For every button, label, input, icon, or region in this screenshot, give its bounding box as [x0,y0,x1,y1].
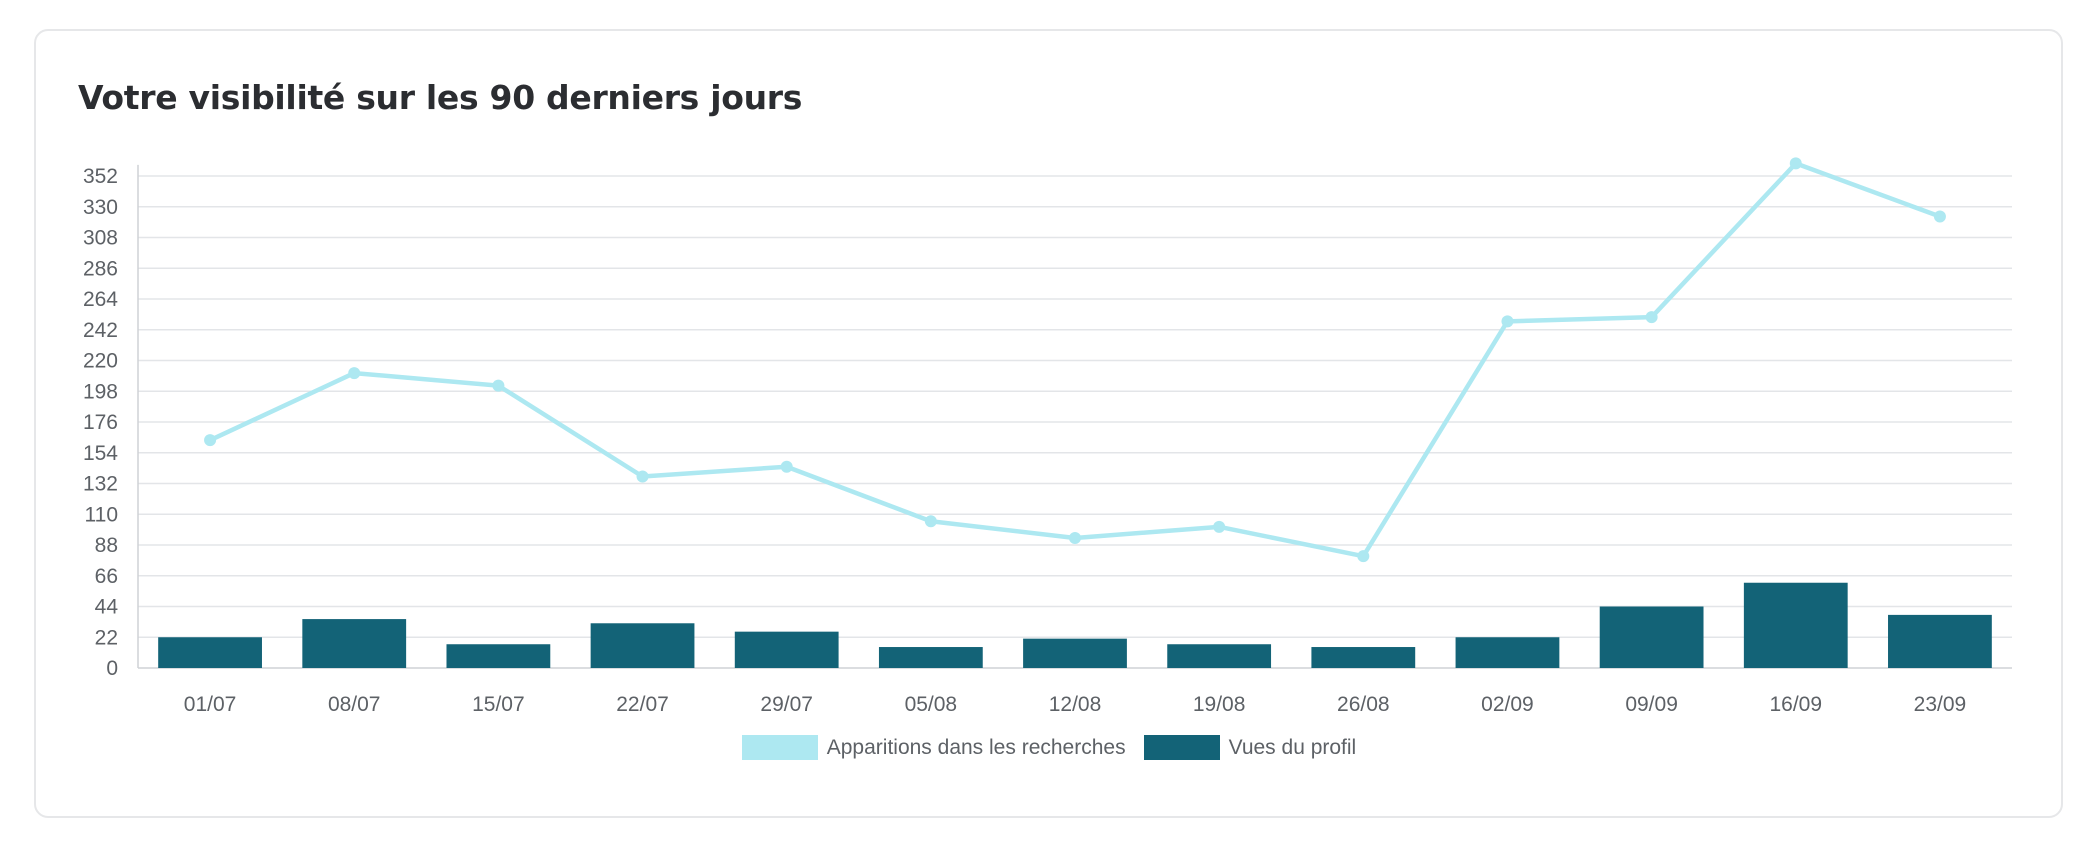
point-searches [1069,532,1081,545]
y-tick-label: 242 [83,319,118,342]
legend-item-profile-views[interactable]: Vues du profil [1143,735,1357,760]
x-tick-label: 08/07 [328,693,381,716]
y-tick-label: 330 [83,196,118,219]
point-searches [1213,520,1226,533]
x-tick-label: 26/08 [1337,693,1390,716]
y-tick-label: 88 [95,534,118,557]
y-tick-label: 66 [95,565,118,588]
chart-legend: Apparitions dans les recherches Vues du … [0,735,2098,760]
bar-profile-views [1023,638,1127,668]
y-tick-label: 110 [85,503,118,526]
point-searches [1645,311,1658,324]
point-searches [1501,315,1514,328]
legend-swatch-searches [741,735,818,760]
x-tick-label: 01/07 [184,693,237,716]
y-tick-label: 176 [83,411,118,434]
bar-profile-views [590,623,695,668]
point-searches [492,379,505,392]
bar-profile-views [158,637,262,668]
x-tick-label: 23/09 [1914,693,1967,716]
x-tick-label: 19/08 [1193,693,1246,716]
x-tick-label: 05/08 [905,693,958,716]
bar-profile-views [1599,606,1704,668]
point-searches [204,434,217,447]
y-tick-label: 0 [106,657,118,680]
x-tick-label: 12/08 [1049,693,1102,716]
legend-label-searches: Apparitions dans les recherches [826,735,1126,759]
bar-profile-views [1167,644,1272,668]
x-tick-label: 22/07 [616,693,669,716]
bar-profile-views [1888,614,1992,668]
bar-profile-views [446,644,551,668]
y-tick-label: 22 [95,626,118,649]
x-tick-label: 16/09 [1769,693,1822,716]
legend-label-profile-views: Vues du profil [1228,735,1357,759]
point-searches [924,515,937,528]
bar-profile-views [1455,637,1560,668]
y-tick-label: 264 [83,288,118,311]
y-tick-label: 286 [83,257,118,280]
bar-profile-views [302,619,407,668]
x-tick-label: 02/09 [1481,693,1534,716]
bar-profile-views [1743,582,1848,668]
y-tick-label: 308 [83,227,118,250]
y-tick-label: 132 [83,473,118,496]
point-searches [1933,210,1946,223]
y-tick-label: 154 [83,442,118,465]
y-tick-label: 198 [83,380,118,403]
point-searches [348,367,361,380]
chart-title: Votre visibilité sur les 90 derniers jou… [78,78,803,117]
y-tick-label: 352 [83,165,118,188]
bar-profile-views [878,647,983,668]
legend-item-searches[interactable]: Apparitions dans les recherches [741,735,1126,760]
x-tick-label: 15/07 [472,693,525,716]
bar-profile-views [1311,647,1416,668]
point-searches [780,460,793,473]
x-tick-label: 09/09 [1625,693,1678,716]
y-tick-label: 220 [83,350,118,373]
legend-swatch-profile-views [1143,735,1220,760]
bar-profile-views [734,631,839,668]
y-tick-label: 44 [95,596,119,619]
point-searches [1357,550,1370,563]
point-searches [1789,157,1802,170]
x-tick-label: 29/07 [760,693,813,716]
chart-card [34,29,2063,818]
point-searches [636,470,649,483]
